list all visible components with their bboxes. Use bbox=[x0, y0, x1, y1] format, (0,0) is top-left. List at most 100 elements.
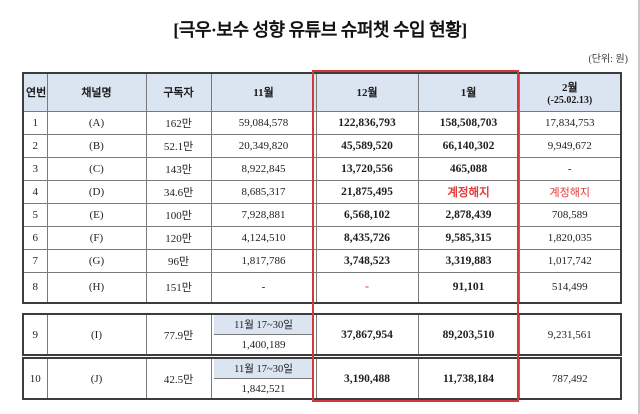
cell-no: 10 bbox=[22, 357, 48, 400]
cell-november: 1,817,786 bbox=[210, 248, 317, 273]
cell-december: 37,867,954 bbox=[315, 313, 419, 356]
table-row: 7 (G) 96만 1,817,786 3,748,523 3,319,883 … bbox=[22, 248, 622, 273]
table-row: 5 (E) 100만 7,928,881 6,568,102 2,878,439… bbox=[22, 202, 622, 227]
cell-february: - bbox=[518, 156, 622, 181]
november-period-label: 11월 17~30일 bbox=[213, 315, 314, 335]
header-row: 연번 채널명 구독자 11월 12월 1월 2월 (-25.02.13) bbox=[22, 72, 622, 112]
table-row: 4 (D) 34.6만 8,685,317 21,875,495 계정해지 계정… bbox=[22, 179, 622, 204]
cell-january: 465,088 bbox=[417, 156, 520, 181]
col-header-february: 2월 (-25.02.13) bbox=[518, 72, 622, 112]
cell-november: 8,685,317 bbox=[210, 179, 317, 204]
page-title: [극우·보수 성향 유튜브 슈퍼챗 수입 현황] bbox=[173, 20, 467, 40]
col-header-november: 11월 bbox=[210, 72, 317, 112]
cell-january: 89,203,510 bbox=[417, 313, 520, 356]
cell-december: 13,720,556 bbox=[315, 156, 419, 181]
cell-subscribers: 143만 bbox=[145, 156, 212, 181]
cell-december-dash: - bbox=[315, 271, 419, 304]
cell-no: 9 bbox=[22, 313, 48, 356]
table-row: 9 (I) 77.9만 11월 17~30일 1,400,189 37,867,… bbox=[22, 313, 622, 356]
cell-channel: (A) bbox=[46, 110, 147, 135]
cell-december: 122,836,793 bbox=[315, 110, 419, 135]
cell-channel: (I) bbox=[46, 313, 147, 356]
november-period-label: 11월 17~30일 bbox=[213, 359, 314, 379]
cell-november: 4,124,510 bbox=[210, 225, 317, 250]
cell-no: 7 bbox=[22, 248, 48, 273]
table-body: 1 (A) 162만 59,084,578 122,836,793 158,50… bbox=[22, 110, 622, 304]
col-header-channel: 채널명 bbox=[46, 72, 147, 112]
cell-january: 66,140,302 bbox=[417, 133, 520, 158]
cell-february: 9,949,672 bbox=[518, 133, 622, 158]
november-value: 1,400,189 bbox=[241, 338, 286, 351]
cell-november: 8,922,845 bbox=[210, 156, 317, 181]
cell-subscribers: 151만 bbox=[145, 271, 212, 304]
cell-no: 8 bbox=[22, 271, 48, 304]
cell-channel: (E) bbox=[46, 202, 147, 227]
cell-november: 7,928,881 bbox=[210, 202, 317, 227]
cell-december: 3,190,488 bbox=[315, 357, 419, 400]
col-header-no: 연번 bbox=[22, 72, 48, 112]
cell-subscribers: 96만 bbox=[145, 248, 212, 273]
col-header-february-line1: 2월 bbox=[561, 81, 578, 94]
col-header-subscribers: 구독자 bbox=[145, 72, 212, 112]
cell-february-terminated: 계정해지 bbox=[518, 179, 622, 204]
cell-january: 3,319,883 bbox=[417, 248, 520, 273]
cell-subscribers: 120만 bbox=[145, 225, 212, 250]
november-value: 1,842,521 bbox=[241, 382, 286, 395]
cell-subscribers: 42.5만 bbox=[145, 357, 212, 400]
cell-no: 1 bbox=[22, 110, 48, 135]
cell-no: 3 bbox=[22, 156, 48, 181]
cell-november-split: 11월 17~30일 1,400,189 bbox=[210, 313, 317, 356]
table-row: 8 (H) 151만 - - 91,101 514,499 bbox=[22, 271, 622, 304]
table-row: 10 (J) 42.5만 11월 17~30일 1,842,521 3,190,… bbox=[22, 357, 622, 400]
cell-november-split: 11월 17~30일 1,842,521 bbox=[210, 357, 317, 400]
cell-subscribers: 100만 bbox=[145, 202, 212, 227]
cell-november: 59,084,578 bbox=[210, 110, 317, 135]
cell-no: 4 bbox=[22, 179, 48, 204]
cell-december: 45,589,520 bbox=[315, 133, 419, 158]
cell-december: 21,875,495 bbox=[315, 179, 419, 204]
unit-label: (단위: 원) bbox=[588, 54, 628, 65]
cell-february: 17,834,753 bbox=[518, 110, 622, 135]
table-header: 연번 채널명 구독자 11월 12월 1월 2월 (-25.02.13) bbox=[22, 72, 622, 112]
table-row: 2 (B) 52.1만 20,349,820 45,589,520 66,140… bbox=[22, 133, 622, 158]
cell-february: 1,820,035 bbox=[518, 225, 622, 250]
cell-december: 3,748,523 bbox=[315, 248, 419, 273]
cell-subscribers: 77.9만 bbox=[145, 313, 212, 356]
cell-january-terminated: 계정해지 bbox=[417, 179, 520, 204]
cell-february: 1,017,742 bbox=[518, 248, 622, 273]
col-header-february-line2: (-25.02.13) bbox=[547, 94, 593, 106]
cell-channel: (B) bbox=[46, 133, 147, 158]
cell-no: 6 bbox=[22, 225, 48, 250]
screenshot-right-edge bbox=[638, 0, 640, 414]
cell-channel: (D) bbox=[46, 179, 147, 204]
cell-february: 708,589 bbox=[518, 202, 622, 227]
table-row: 6 (F) 120만 4,124,510 8,435,726 9,585,315… bbox=[22, 225, 622, 250]
cell-channel: (C) bbox=[46, 156, 147, 181]
cell-january: 158,508,703 bbox=[417, 110, 520, 135]
cell-channel: (H) bbox=[46, 271, 147, 304]
col-header-december: 12월 bbox=[315, 72, 419, 112]
superchat-table-row10: 10 (J) 42.5만 11월 17~30일 1,842,521 3,190,… bbox=[22, 357, 622, 400]
cell-january: 9,585,315 bbox=[417, 225, 520, 250]
cell-channel: (G) bbox=[46, 248, 147, 273]
cell-channel: (F) bbox=[46, 225, 147, 250]
cell-february: 787,492 bbox=[518, 357, 622, 400]
cell-november: 20,349,820 bbox=[210, 133, 317, 158]
cell-december: 6,568,102 bbox=[315, 202, 419, 227]
cell-subscribers: 52.1만 bbox=[145, 133, 212, 158]
cell-november: - bbox=[210, 271, 317, 304]
cell-subscribers: 34.6만 bbox=[145, 179, 212, 204]
cell-no: 5 bbox=[22, 202, 48, 227]
cell-january: 11,738,184 bbox=[417, 357, 520, 400]
cell-december: 8,435,726 bbox=[315, 225, 419, 250]
col-header-january: 1월 bbox=[417, 72, 520, 112]
cell-channel: (J) bbox=[46, 357, 147, 400]
cell-february: 9,231,561 bbox=[518, 313, 622, 356]
cell-subscribers: 162만 bbox=[145, 110, 212, 135]
cell-no: 2 bbox=[22, 133, 48, 158]
superchat-table-row9: 9 (I) 77.9만 11월 17~30일 1,400,189 37,867,… bbox=[22, 313, 622, 356]
superchat-table-main: 연번 채널명 구독자 11월 12월 1월 2월 (-25.02.13) 1 (… bbox=[22, 72, 622, 304]
cell-january: 2,878,439 bbox=[417, 202, 520, 227]
table-row: 1 (A) 162만 59,084,578 122,836,793 158,50… bbox=[22, 110, 622, 135]
